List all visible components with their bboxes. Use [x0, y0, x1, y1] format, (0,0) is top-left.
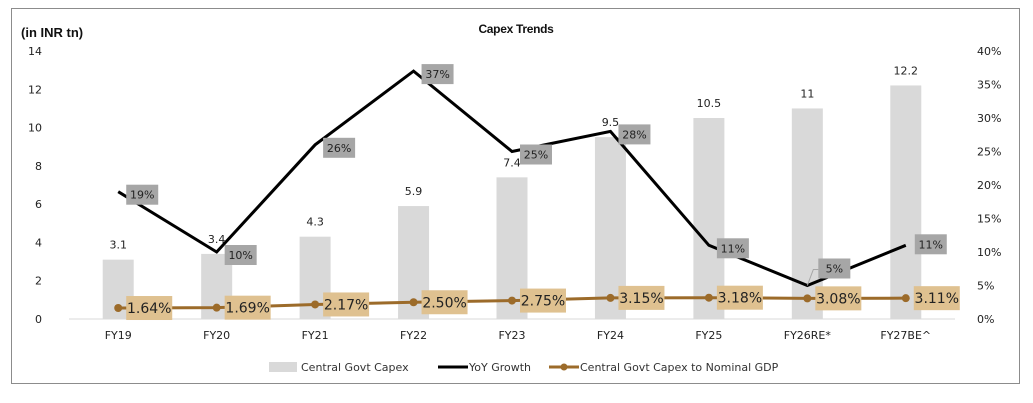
gdp-label-box [224, 295, 271, 320]
yoy-data-label: 37% [425, 68, 449, 81]
x-tick-label: FY24 [597, 329, 624, 342]
gdp-label-box [323, 292, 370, 317]
yoy-label-box [520, 144, 552, 165]
capex-to-gdp-marker [606, 293, 615, 302]
gdp-label-box [126, 296, 173, 321]
x-tick-label: FY26RE* [784, 329, 832, 342]
yoy-data-label: 28% [622, 128, 646, 141]
legend-label-yoy-growth: YoY Growth [468, 361, 531, 374]
y-tick-left: 12 [28, 83, 42, 96]
y-tick-left: 2 [35, 275, 42, 288]
yoy-growth-line [117, 69, 907, 288]
legend-swatch-central-govt-capex [269, 362, 297, 372]
yoy-label-box [716, 238, 749, 259]
data-label-leader-line [806, 269, 819, 286]
chart-frame: Capex Trends (in INR tn) 0 2 4 6 8 10 12 14 0% 5… [11, 8, 1020, 384]
legend-label-capex-to-gdp: Central Govt Capex to Nominal GDP [580, 361, 779, 374]
x-tick-label: FY25 [695, 329, 722, 342]
gdp-label-box [421, 290, 468, 315]
bar-data-label: 12.2 [894, 64, 919, 77]
yoy-data-label: 5% [826, 263, 843, 276]
bar-data-label: 11 [800, 87, 814, 100]
x-tick-label: FY20 [203, 329, 230, 342]
y-axis-unit-label: (in INR tn) [21, 25, 83, 40]
yoy-data-label: 10% [228, 249, 252, 262]
y-tick-right: 35% [977, 79, 1001, 92]
gdp-label-box [716, 285, 763, 310]
y-tick-right: 10% [977, 246, 1001, 259]
chart-title: Capex Trends [478, 22, 554, 36]
y-tick-left: 14 [28, 45, 42, 58]
legend-label-central-govt-capex: Central Govt Capex [301, 361, 409, 374]
capex-to-gdp-marker [212, 303, 221, 312]
yoy-label-box [126, 184, 159, 205]
gdp-data-label: 3.08% [816, 291, 860, 307]
bar-data-label: 10.5 [697, 97, 722, 110]
bar-central-govt-capex [890, 85, 922, 319]
capex-to-gdp-marker [508, 296, 516, 305]
yoy-label-box [618, 124, 651, 145]
y-tick-right: 0% [977, 313, 994, 326]
yoy-label-box [421, 64, 454, 85]
gdp-data-label: 1.69% [225, 301, 269, 317]
x-tick-label: FY22 [400, 329, 427, 342]
y-tick-left: 0 [35, 313, 42, 326]
gdp-data-label: 2.75% [521, 294, 565, 310]
y-tick-left: 10 [28, 122, 42, 135]
bar-data-label: 7.4 [503, 156, 521, 169]
capex-to-gdp-marker [901, 294, 910, 303]
bar-data-label: 5.9 [405, 185, 423, 198]
yoy-label-box [224, 245, 257, 265]
capex-trends-chart: Capex Trends (in INR tn) 0 2 4 6 8 10 12 14 0% 5… [21, 22, 1001, 374]
yoy-data-label: 19% [130, 189, 154, 202]
yoy-label-box [818, 258, 851, 279]
gdp-data-label: 3.18% [718, 291, 762, 307]
bar-data-label: 3.1 [109, 239, 127, 252]
y-tick-right: 5% [977, 280, 994, 293]
yoy-data-label: 11% [721, 242, 745, 255]
capex-to-gdp-marker [311, 300, 320, 309]
y-tick-right: 15% [977, 213, 1001, 226]
gdp-data-label: 2.17% [324, 297, 368, 313]
bar-data-label: 9.5 [602, 116, 620, 129]
yoy-data-label: 26% [327, 142, 351, 155]
y-tick-right: 40% [977, 45, 1001, 58]
capex-to-gdp-marker [409, 298, 418, 307]
yoy-label-box [914, 234, 947, 255]
legend-marker-capex-to-gdp [560, 363, 568, 371]
capex-to-gdp-marker [114, 304, 123, 313]
gdp-data-label: 3.15% [619, 291, 663, 307]
y-tick-left: 6 [35, 198, 42, 211]
gdp-label-box [520, 288, 566, 313]
gdp-label-box [618, 285, 665, 310]
gdp-data-label: 2.50% [422, 295, 466, 311]
gdp-label-box [815, 286, 862, 311]
yoy-label-box [323, 137, 356, 158]
y-tick-left: 8 [35, 160, 42, 173]
gdp-data-label: 1.64% [127, 301, 171, 317]
x-tick-label: FY19 [105, 329, 132, 342]
gdp-data-label: 3.11% [915, 291, 959, 307]
y-tick-right: 20% [977, 179, 1001, 192]
x-tick-label: FY27BE^ [880, 329, 931, 342]
yoy-data-label: 11% [919, 238, 943, 251]
y-tick-right: 25% [977, 146, 1001, 159]
bar-data-label: 4.3 [306, 216, 324, 229]
y-tick-right: 30% [977, 112, 1001, 125]
bar-data-label: 3.4 [208, 233, 226, 246]
gdp-label-box [913, 286, 960, 311]
capex-to-gdp-marker [704, 293, 713, 302]
bar-central-govt-capex [693, 118, 725, 319]
capex-to-gdp-marker [803, 294, 812, 303]
x-tick-label: FY23 [498, 329, 525, 342]
y-tick-left: 4 [35, 236, 42, 249]
x-tick-label: FY21 [302, 329, 329, 342]
yoy-data-label: 25% [524, 149, 548, 162]
